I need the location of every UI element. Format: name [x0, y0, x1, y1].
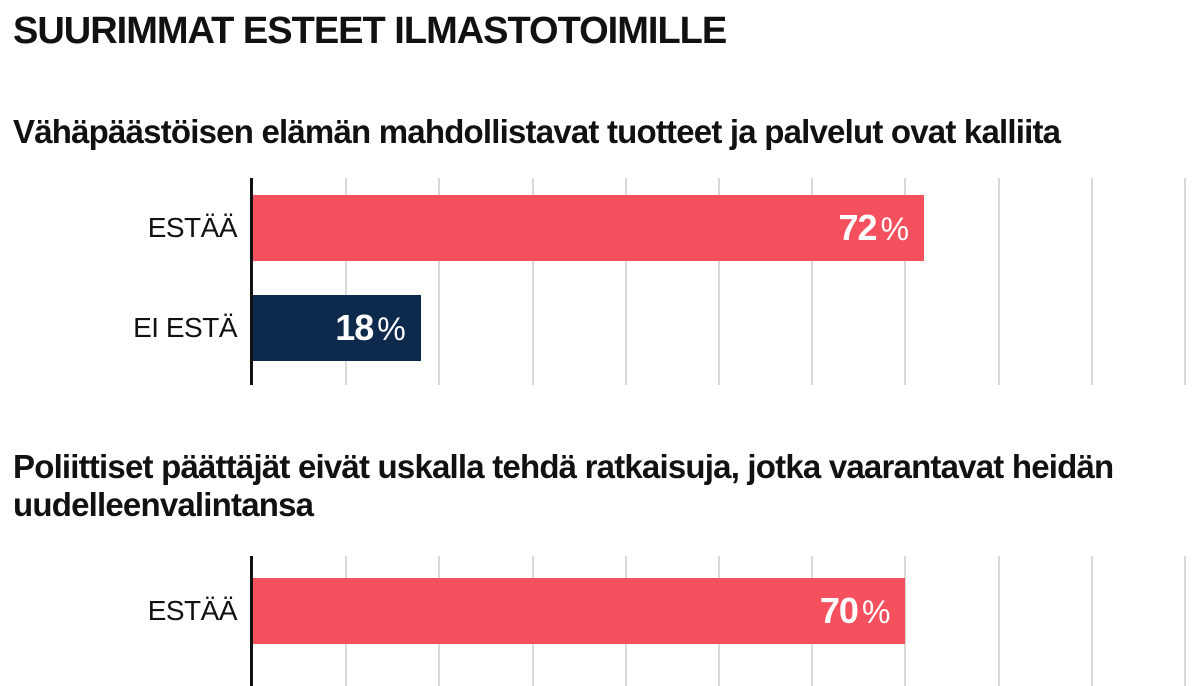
plot-area: ESTÄÄ 70%: [0, 556, 1200, 686]
y-axis-line: [250, 178, 253, 385]
main-title: SUURIMMAT ESTEET ILMASTOTOIMILLE: [13, 10, 727, 52]
gridline: [438, 178, 441, 385]
gridline: [345, 178, 348, 385]
bar-value-label: 70%: [819, 578, 891, 644]
bar-value-unit: %: [377, 311, 405, 347]
gridline: [531, 178, 534, 385]
chart-title: Vähäpäästöisen elämän mahdollistavat tuo…: [13, 113, 1061, 150]
bar: 18%: [253, 295, 421, 361]
gridline: [624, 178, 627, 385]
gridline: [1184, 178, 1186, 385]
chart-panel-2: Poliittiset päättäjät eivät uskalla tehd…: [0, 440, 1200, 686]
bar-value-label: 18%: [335, 295, 406, 361]
gridline: [904, 178, 907, 385]
category-label: ESTÄÄ: [147, 595, 238, 626]
bar-value-number: 70: [819, 590, 859, 631]
chart-panel-1: Vähäpäästöisen elämän mahdollistavat tuo…: [0, 105, 1200, 385]
gridline: [1184, 556, 1186, 686]
gridline: [997, 178, 1000, 385]
gridline: [904, 556, 907, 686]
bar-value-number: 18: [335, 307, 374, 348]
gridline: [997, 556, 1000, 686]
bar: 70%: [253, 578, 906, 644]
y-axis-line: [250, 556, 253, 686]
chart-title: Poliittiset päättäjät eivät uskalla tehd…: [13, 448, 1114, 523]
gridline: [718, 178, 720, 385]
category-label: EI ESTÄ: [133, 312, 237, 343]
gridline: [1090, 178, 1093, 385]
plot-area: ESTÄÄ 72% EI ESTÄ 18%: [0, 178, 1200, 385]
bar: 72%: [253, 195, 925, 261]
gridline: [1090, 556, 1093, 686]
bar-value-number: 72: [838, 207, 878, 248]
bar-value-unit: %: [861, 594, 890, 630]
gridline: [811, 178, 814, 385]
category-label: ESTÄÄ: [147, 212, 238, 243]
bar-value-unit: %: [880, 211, 909, 247]
bar-value-label: 72%: [838, 195, 910, 261]
